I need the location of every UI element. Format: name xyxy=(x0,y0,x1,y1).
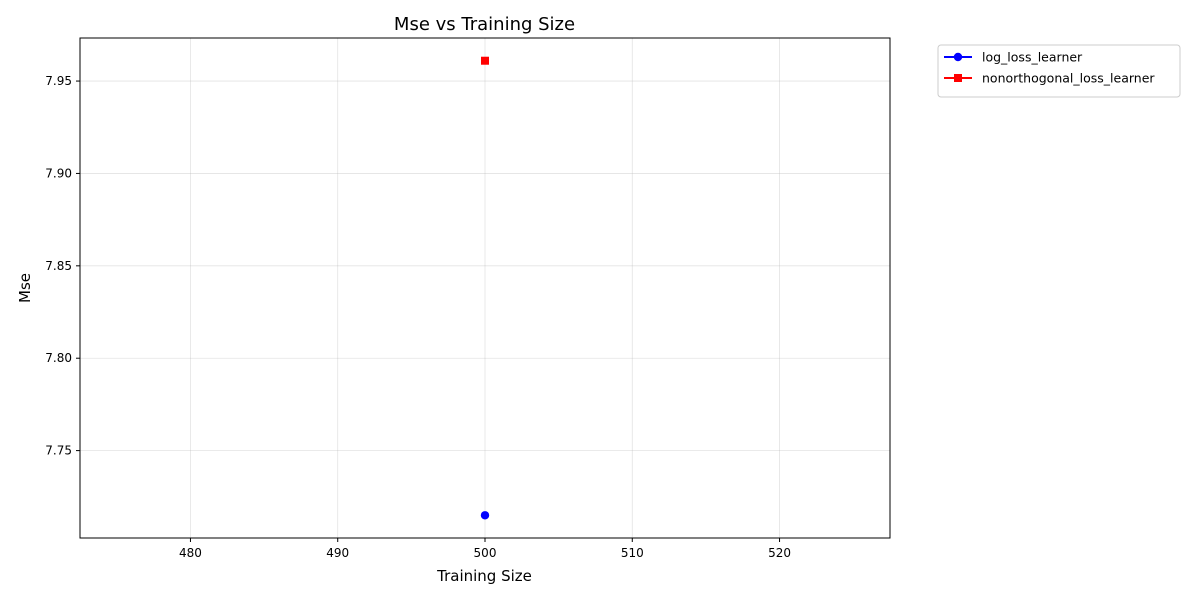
legend: log_loss_learner nonorthogonal_loss_learn… xyxy=(937,44,1181,98)
grid xyxy=(80,38,890,538)
data-point xyxy=(480,511,490,520)
legend-label: nonorthogonal_loss_learner xyxy=(982,71,1155,86)
data-point xyxy=(481,56,489,65)
chart-title: Mse vs Training Size xyxy=(394,14,575,35)
x-axis: 480 490 500 510 520 xyxy=(179,538,791,560)
y-tick-label: 7.85 xyxy=(45,259,72,273)
y-tick-label: 7.80 xyxy=(45,351,72,365)
legend-label: log_loss_learner xyxy=(982,50,1083,65)
y-axis: 7.75 7.80 7.85 7.90 7.95 xyxy=(45,74,80,458)
legend-item: log_loss_learner xyxy=(944,50,1083,65)
x-tick-label: 500 xyxy=(474,546,497,560)
y-tick-label: 7.95 xyxy=(45,74,72,88)
legend-marker xyxy=(954,74,962,82)
legend-marker xyxy=(953,52,963,62)
series-nonorthogonal_loss_learner xyxy=(481,56,489,65)
legend-item: nonorthogonal_loss_learner xyxy=(944,71,1155,86)
y-axis-title: Mse xyxy=(16,273,34,303)
x-tick-label: 520 xyxy=(768,546,791,560)
legend-box xyxy=(937,44,1181,98)
x-axis-title: Training Size xyxy=(436,567,532,585)
data-marks xyxy=(480,56,490,520)
y-tick-label: 7.90 xyxy=(45,166,72,180)
x-tick-label: 480 xyxy=(179,546,202,560)
y-tick-label: 7.75 xyxy=(45,444,72,458)
series-log_loss_learner xyxy=(480,511,490,520)
x-tick-label: 510 xyxy=(621,546,644,560)
x-tick-label: 490 xyxy=(326,546,349,560)
